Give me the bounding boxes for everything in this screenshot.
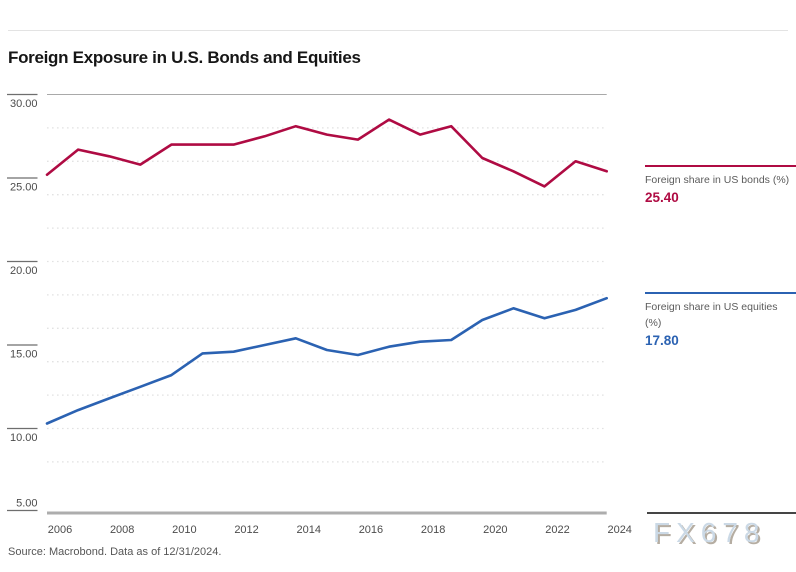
x-tick-label: 2020: [483, 524, 507, 536]
bonds-legend-label: Foreign share in US bonds (%): [645, 174, 790, 186]
bonds-legend-swatch-line: [645, 165, 796, 167]
watermark: FX678: [653, 517, 766, 548]
legend-equities: Foreign share in US equities (%) 17.80: [645, 292, 796, 348]
y-tick-label: 30.00: [10, 98, 38, 110]
y-tick-label: 15.00: [10, 349, 38, 361]
chart-title: Foreign Exposure in U.S. Bonds and Equit…: [8, 48, 361, 67]
x-tick-label: 2014: [297, 524, 321, 536]
x-tick-label: 2016: [359, 524, 383, 536]
y-tick-label: 20.00: [10, 265, 38, 277]
legend-bonds: Foreign share in US bonds (%) 25.40: [645, 165, 796, 205]
equities-legend-label: Foreign share in US equities (%): [645, 301, 778, 329]
x-tick-label: 2008: [110, 524, 134, 536]
y-tick-label: 10.00: [10, 432, 38, 444]
y-tick-label: 25.00: [10, 182, 38, 194]
top-divider: [8, 30, 788, 31]
x-tick-label: 2010: [172, 524, 196, 536]
watermark-divider: [647, 512, 796, 514]
x-tick-label: 2006: [48, 524, 72, 536]
x-tick-label: 2022: [545, 524, 569, 536]
bonds-legend-value: 25.40: [645, 190, 679, 205]
x-tick-label: 2018: [421, 524, 445, 536]
x-tick-label: 2024: [607, 524, 631, 536]
equities-line: [45, 296, 609, 425]
x-tick-label: 2012: [234, 524, 258, 536]
bonds-line: [45, 118, 609, 188]
y-tick-label: 5.00: [16, 498, 37, 510]
equities-legend-swatch-line: [645, 292, 796, 294]
equities-legend-value: 17.80: [645, 333, 679, 348]
source-note: Source: Macrobond. Data as of 12/31/2024…: [8, 546, 222, 558]
